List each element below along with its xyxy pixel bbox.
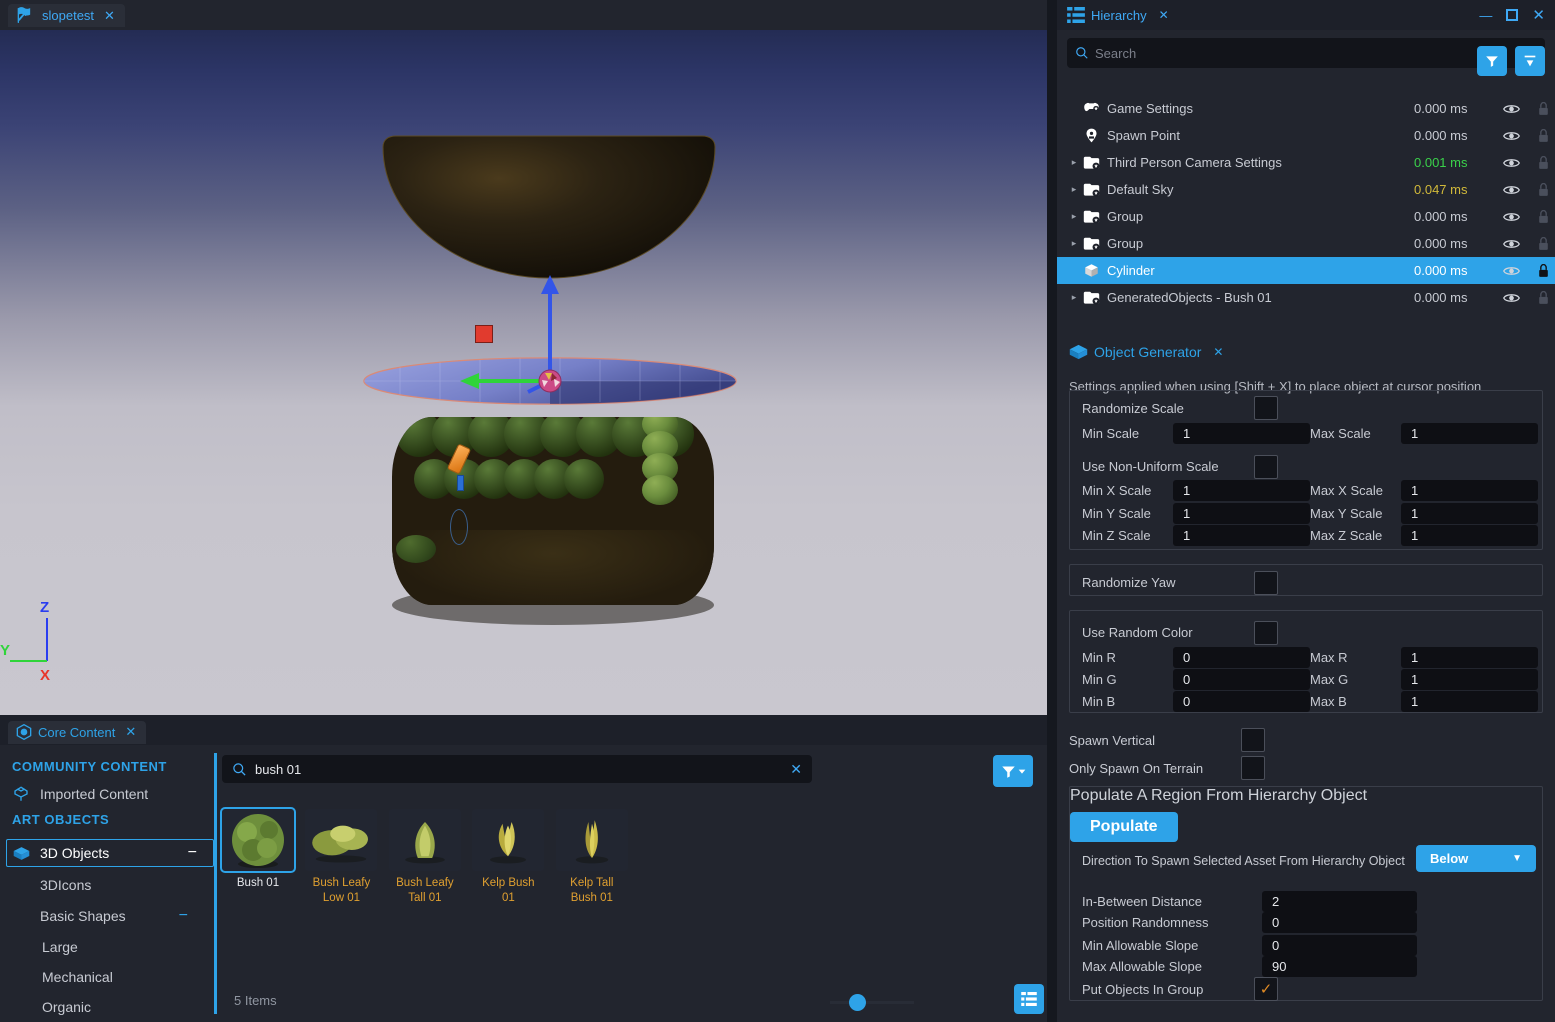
svg-text:X: X: [40, 667, 50, 684]
svg-text:Y: Y: [0, 642, 10, 659]
svg-text:Z: Z: [40, 599, 49, 616]
